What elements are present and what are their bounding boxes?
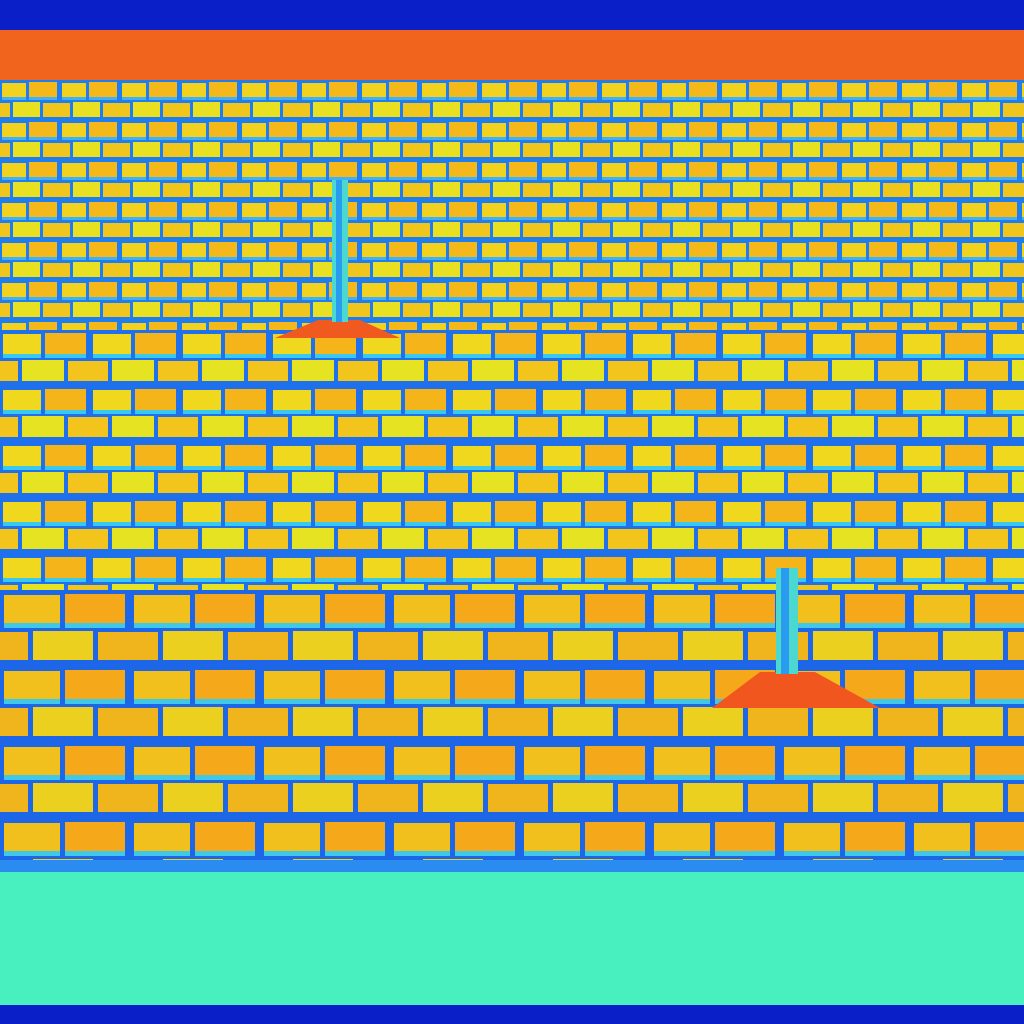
vent-pipe-lower [712, 568, 880, 708]
roof-lower [0, 590, 1024, 870]
roof-upper [0, 80, 1024, 330]
vent-pipe-upper [275, 180, 400, 338]
bottom-border [0, 1005, 1024, 1024]
gutter-band [0, 872, 1024, 1005]
roof-edge [0, 860, 1024, 872]
roof-middle [0, 330, 1024, 590]
top-band [0, 30, 1024, 82]
